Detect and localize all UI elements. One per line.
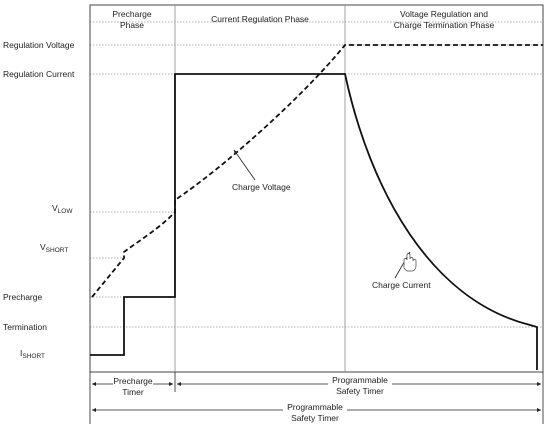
level-symbol: V xyxy=(40,242,46,252)
level-subscript: LOW xyxy=(58,208,74,215)
level-label: VLOW xyxy=(52,203,73,215)
level-label: Termination xyxy=(3,322,47,332)
grid xyxy=(90,21,543,328)
level-label: ISHORT xyxy=(20,348,45,360)
level-label: VSHORT xyxy=(40,242,68,254)
phase-label: Precharge xyxy=(112,9,151,19)
phase-label: Charge Termination Phase xyxy=(394,20,495,30)
phase-label: Phase xyxy=(120,20,144,30)
label-bg xyxy=(113,374,153,398)
level-label: Precharge xyxy=(3,292,42,302)
timer-label: Precharge xyxy=(113,376,152,386)
curve-label: Charge Current xyxy=(372,280,431,290)
timer-label: Safety Timer xyxy=(291,413,339,423)
annotation-arrow xyxy=(233,149,256,181)
timer-label: Timer xyxy=(122,387,144,397)
timer-label: Programmable xyxy=(332,375,388,385)
phase-label: Current Regulation Phase xyxy=(211,14,309,24)
level-subscript: SHORT xyxy=(22,353,45,360)
level-label: Regulation Voltage xyxy=(3,40,75,50)
phase-label: Voltage Regulation and xyxy=(400,9,488,19)
charge-current-curve xyxy=(90,73,538,370)
timer-label: Safety Timer xyxy=(336,386,384,396)
timer-label: Programmable xyxy=(287,402,343,412)
level-label: Regulation Current xyxy=(3,69,75,79)
level-subscript: SHORT xyxy=(46,247,69,254)
label-bg xyxy=(283,400,347,424)
level-symbol: I xyxy=(20,348,22,358)
label-bg xyxy=(328,374,392,398)
level-symbol: V xyxy=(52,203,58,213)
charge-voltage-curve xyxy=(91,44,543,298)
curve-label: Charge Voltage xyxy=(232,182,291,192)
plot-frame xyxy=(89,4,544,373)
cursor-icon xyxy=(403,253,417,272)
